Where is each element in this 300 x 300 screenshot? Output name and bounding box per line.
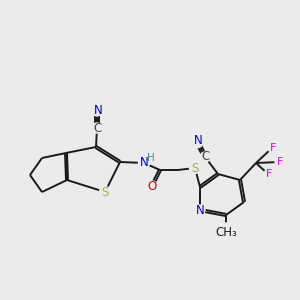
- Circle shape: [100, 187, 110, 197]
- Text: S: S: [101, 185, 109, 199]
- Text: F: F: [277, 157, 283, 167]
- Text: CH₃: CH₃: [215, 226, 237, 238]
- Text: C: C: [202, 151, 210, 164]
- Text: N: N: [94, 103, 102, 116]
- Circle shape: [200, 152, 210, 162]
- Circle shape: [268, 144, 276, 152]
- Text: S: S: [191, 161, 199, 175]
- Text: N: N: [196, 203, 204, 217]
- Circle shape: [195, 205, 205, 215]
- Circle shape: [217, 223, 235, 241]
- Text: N: N: [194, 134, 202, 148]
- Text: H: H: [147, 153, 155, 163]
- Circle shape: [190, 163, 200, 173]
- Text: F: F: [266, 169, 272, 179]
- Circle shape: [147, 181, 157, 191]
- Circle shape: [92, 123, 102, 133]
- Circle shape: [93, 108, 101, 116]
- Text: O: O: [147, 179, 157, 193]
- Text: N: N: [140, 157, 148, 169]
- Circle shape: [194, 139, 202, 148]
- Text: F: F: [270, 143, 276, 153]
- Text: C: C: [94, 122, 102, 134]
- Circle shape: [275, 158, 283, 166]
- Circle shape: [264, 170, 272, 178]
- Circle shape: [139, 158, 149, 169]
